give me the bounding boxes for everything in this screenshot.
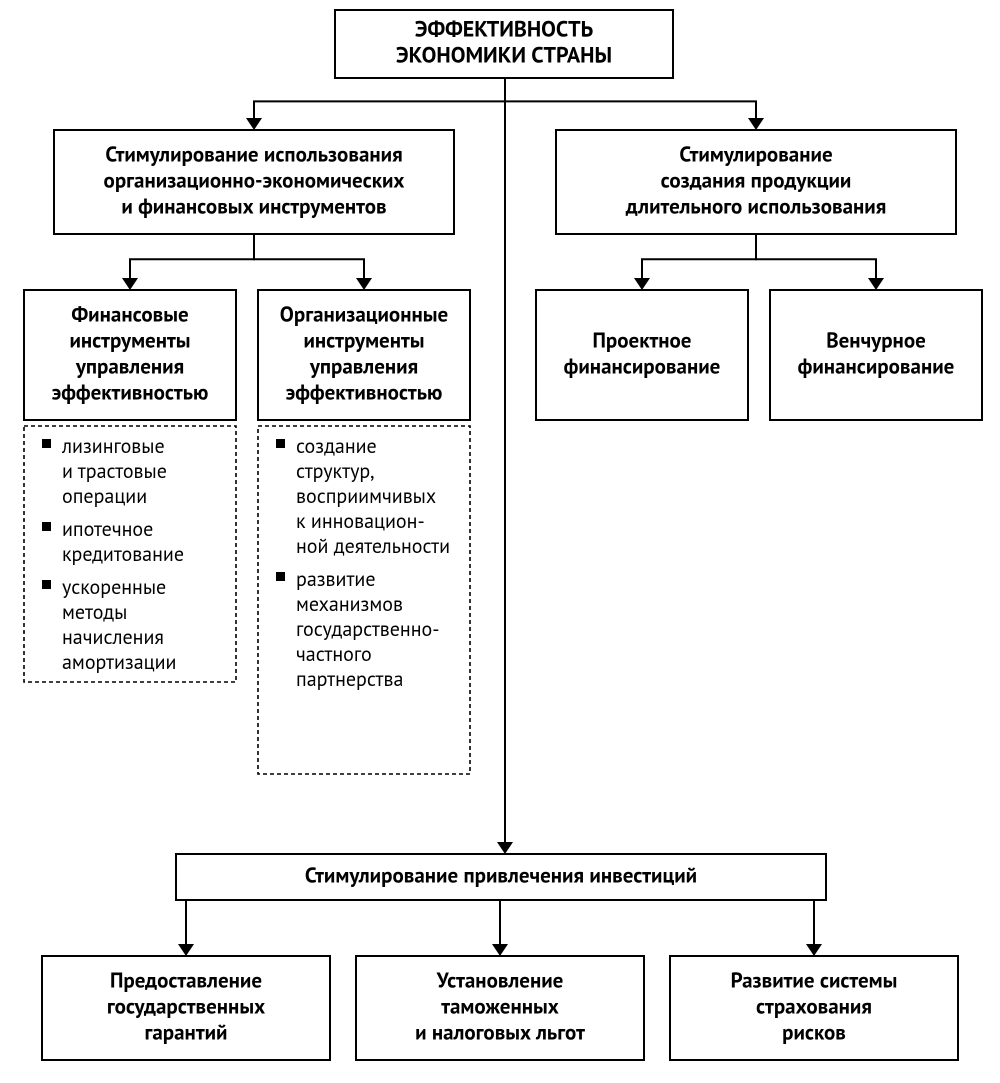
node-risk-line: страхования [756, 992, 872, 1019]
bullet-icon [276, 572, 285, 581]
org_items-item-line: частного [296, 641, 372, 667]
node-guar-line: Предоставление [110, 966, 262, 993]
fin_items-item-line: лизинговые [61, 433, 165, 459]
node-fin-line: Финансовые [71, 300, 188, 327]
bullet-icon [42, 580, 51, 589]
fin_items-item-line: начисления [62, 624, 164, 650]
org_items-item-line: государственно- [296, 616, 439, 642]
node-guar-line: гарантий [144, 1018, 227, 1045]
fin_items-item-line: ипотечное [62, 516, 153, 542]
node-proj-line: Проектное [593, 326, 692, 353]
bullet-icon [42, 522, 51, 531]
org_items-item-line: механизмов [296, 591, 403, 617]
edge-right-proj [642, 234, 756, 278]
node-guar-line: государственных [107, 992, 265, 1019]
node-fin-line: управления [75, 352, 184, 379]
edge-right-vent [756, 234, 876, 278]
node-fin-line: эффективностью [52, 378, 209, 405]
org_items-item-line: к инновацион- [296, 508, 425, 534]
edge-root-right [505, 78, 756, 118]
fin_items-item-line: кредитование [62, 541, 184, 567]
fin_items-item-line: амортизации [62, 649, 176, 675]
fin_items-item-line: операции [62, 483, 147, 509]
node-vent-line: финансирование [798, 352, 955, 379]
node-root-line: ЭФФЕКТИВНОСТЬ [415, 16, 594, 44]
edge-left-fin [130, 234, 254, 278]
node-risk-line: рисков [782, 1018, 846, 1045]
node-right-line: длительного использования [625, 192, 887, 219]
node-left-line: и финансовых инструментов [121, 192, 386, 219]
node-root-line: ЭКОНОМИКИ СТРАНЫ [396, 42, 612, 70]
node-tax-line: Установление [436, 966, 564, 993]
bullet-icon [276, 439, 285, 448]
edge-invest-guar [186, 900, 500, 944]
edge-invest-risk [500, 900, 814, 944]
org_items-item-line: партнерства [296, 666, 403, 692]
org_items-item-line: восприимчивых [296, 483, 436, 509]
org_items-item-line: структур, [296, 458, 374, 484]
node-vent-line: Венчурное [826, 326, 926, 353]
node-risk-line: Развитие системы [731, 966, 898, 993]
node-proj-line: финансирование [564, 352, 721, 379]
fin_items-item-line: ускоренные [62, 574, 166, 600]
node-fin-line: инструменты [69, 326, 190, 353]
org_items-item-line: создание [296, 433, 377, 459]
node-tax-line: и налоговых льгот [415, 1018, 585, 1045]
diagram-canvas: ЭФФЕКТИВНОСТЬЭКОНОМИКИ СТРАНЫ Стимулирова… [0, 0, 1000, 1083]
edge-root-left [254, 78, 505, 118]
node-org-line: инструменты [303, 326, 424, 353]
fin_items-item-line: методы [62, 599, 127, 625]
node-org-line: эффективностью [286, 378, 443, 405]
node-left-line: организационно-экономических [104, 166, 405, 193]
edge-left-org [254, 234, 364, 278]
org_items-item-line: развитие [296, 566, 376, 592]
fin_items-item-line: и трастовые [62, 458, 167, 484]
node-invest-line: Стимулирование привлечения инвестиций [305, 861, 697, 888]
node-right-line: Стимулирование [679, 140, 832, 167]
org_items-item-line: ной деятельности [296, 533, 450, 559]
node-org-line: управления [309, 352, 418, 379]
node-right-line: создания продукции [661, 166, 852, 193]
node-org-line: Организационные [280, 300, 448, 327]
node-left-line: Стимулирование использования [105, 140, 402, 167]
node-tax-line: таможенных [441, 992, 559, 1019]
bullet-icon [42, 439, 51, 448]
